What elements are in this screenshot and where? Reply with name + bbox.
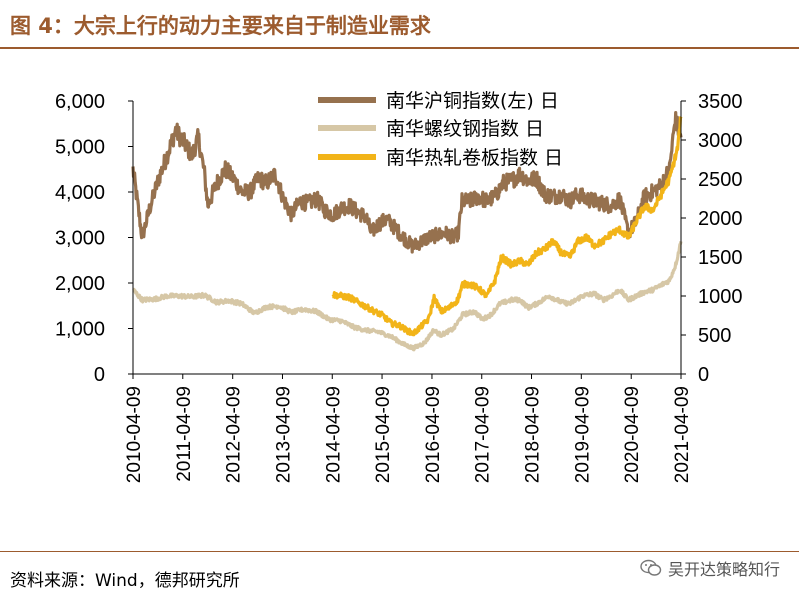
title-divider [0,47,799,49]
axes-layer: 0 1,000 2,000 3,000 4,000 5,000 6,000 0 500 1000 1… [55,91,743,483]
y-left-tick-label: 3,000 [55,228,105,250]
y-left-tick-label: 0 [94,364,105,386]
legend-item-rebar: 南华螺纹钢指数 日 [318,118,544,140]
legend-item-hotcoil: 南华热轧卷板指数 日 [318,147,563,169]
y-left-tick-label: 1,000 [55,319,105,341]
y-left-tick-label: 4,000 [55,182,105,204]
y-right-tick-label: 3000 [698,130,743,152]
source-note: 资料来源：Wind，德邦研究所 [10,571,240,591]
y-left-tick-label: 2,000 [55,273,105,295]
x-tick-label: 2016-04-09 [423,386,444,483]
x-tick-label: 2018-04-09 [523,386,544,483]
x-tick-label: 2021-04-09 [672,386,693,483]
x-tick-label: 2013-04-09 [274,386,295,483]
y-right-tick-label: 0 [698,364,709,386]
x-tick-label: 2011-04-09 [174,386,195,482]
x-tick-label: 2012-04-09 [224,386,245,483]
y-right-tick-label: 2500 [698,169,743,191]
series-line-copper [131,111,683,254]
wechat-icon [640,559,662,576]
x-tick-label: 2010-04-09 [124,386,145,483]
y-right-tick-label: 3500 [698,91,743,113]
y-right-tick-label: 1500 [698,247,743,269]
series-line-rebar [131,241,683,352]
legend-label: 南华热轧卷板指数 日 [386,147,563,169]
x-tick-label: 2015-04-09 [373,386,394,483]
figure-title: 图 4：大宗上行的动力主要来自于制造业需求 [10,14,431,38]
series-layer [131,111,683,352]
y-right-tick-label: 2000 [698,208,743,230]
legend-label: 南华沪铜指数(左) 日 [386,90,559,112]
bottom-divider [0,551,799,552]
y-right-tick-label: 1000 [698,286,743,308]
x-tick-label: 2020-04-09 [622,386,643,483]
y-left-tick-label: 5,000 [55,137,105,159]
legend-label: 南华螺纹钢指数 日 [386,118,544,140]
x-tick-label: 2019-04-09 [572,386,593,483]
legend-item-copper: 南华沪铜指数(左) 日 [318,90,559,112]
watermark-text: 吴开达策略知行 [668,560,781,579]
y-left-tick-label: 6,000 [55,91,105,113]
x-tick-label: 2014-04-09 [323,386,344,483]
x-tick-label: 2017-04-09 [473,386,494,483]
y-right-tick-label: 500 [698,325,731,347]
watermark: 吴开达策略知行 [640,556,780,580]
series-line-hotcoil [331,116,683,337]
